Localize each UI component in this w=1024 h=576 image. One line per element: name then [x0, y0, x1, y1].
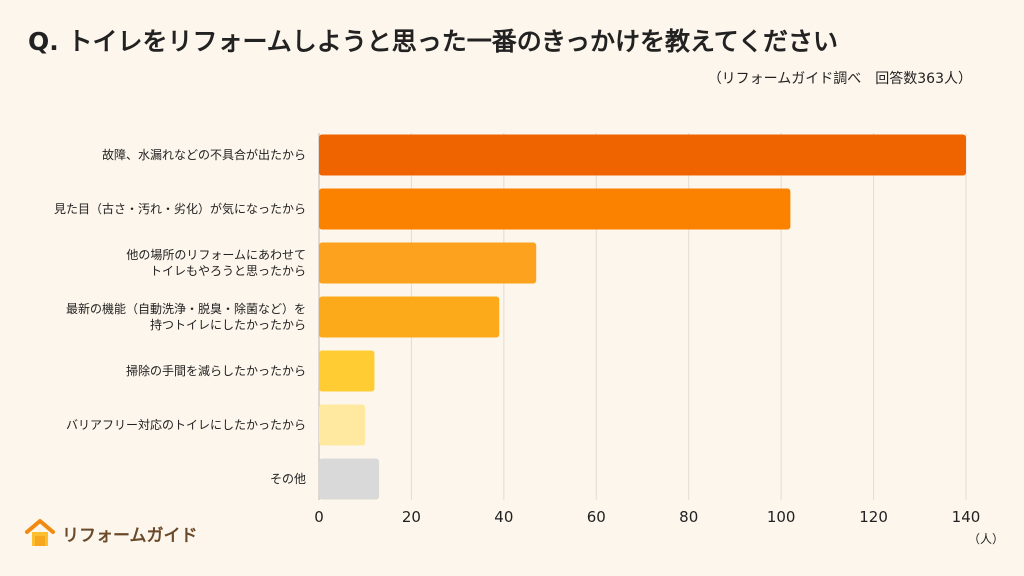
x-tick-label: 80	[679, 508, 698, 526]
category-label: 見た目（古さ・汚れ・劣化）が気になったから	[54, 201, 306, 216]
category-label: 故障、水漏れなどの不具合が出たから	[102, 147, 306, 162]
chart-title: Q. トイレをリフォームしようと思った一番のきっかけを教えてください	[28, 27, 838, 56]
house-icon	[25, 519, 55, 546]
bar	[319, 242, 537, 284]
chart-subtitle: （リフォームガイド調べ 回答数363人）	[707, 71, 972, 87]
x-tick-label: 100	[767, 508, 796, 526]
x-tick-label: 20	[402, 508, 421, 526]
logo-text: リフォームガイド	[62, 525, 198, 546]
x-tick-label: 140	[952, 508, 981, 526]
logo: リフォームガイド	[24, 518, 198, 548]
bar	[319, 134, 966, 176]
bar	[319, 404, 366, 446]
x-tick-label: 40	[494, 508, 513, 526]
category-label: その他	[270, 472, 306, 486]
bar	[319, 350, 375, 392]
bar	[319, 188, 791, 230]
x-tick-label: 120	[859, 508, 888, 526]
x-tick-label: 60	[587, 508, 606, 526]
bar	[319, 458, 380, 500]
category-label: 他の場所のリフォームにあわせて	[126, 248, 306, 262]
x-axis-unit: （人）	[968, 532, 1005, 546]
bar	[319, 296, 500, 338]
category-label: 最新の機能（自動洗浄・脱臭・除菌など）を	[66, 301, 306, 316]
category-label: 掃除の手間を減らしたかったから	[126, 363, 306, 378]
category-label: バリアフリー対応のトイレにしたかったから	[66, 418, 306, 432]
x-tick-label: 0	[314, 508, 324, 526]
category-label: トイレもやろうと思ったから	[150, 264, 306, 278]
category-label: 持つトイレにしたかったから	[150, 317, 306, 332]
